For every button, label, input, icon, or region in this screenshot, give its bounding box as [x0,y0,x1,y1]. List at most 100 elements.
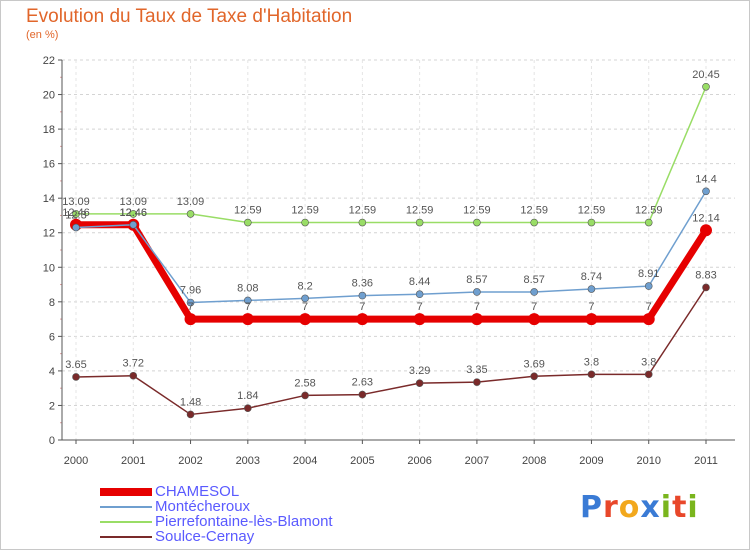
data-label: 12.14 [692,212,720,224]
data-point [129,210,138,218]
data-point [356,313,369,326]
data-point [415,379,424,387]
data-label: 3.65 [65,359,86,371]
data-label: 8.91 [638,268,659,280]
y-tick-label: 18 [43,124,55,136]
series-line [76,86,707,224]
data-label: 7 [302,301,308,313]
data-label: 7 [646,301,652,313]
data-label: 12.59 [234,205,262,217]
data-point [702,283,710,292]
data-point [642,313,655,326]
data-label: 13.09 [177,196,205,208]
chart-title: Evolution du Taux de Taxe d'Habitation [26,6,353,27]
x-tick-label: 2006 [407,455,431,467]
brand-letter: P [580,490,603,525]
brand-logo: Proxiti [580,490,699,525]
data-point [587,218,596,227]
data-label: 8.08 [237,282,258,294]
data-label: 7 [588,301,594,313]
series-line [75,287,707,416]
data-label: 12.59 [406,205,434,217]
chart-subtitle: (en %) [26,29,59,41]
data-label: 8.2 [297,280,312,292]
legend-swatch-montecheroux [100,506,152,508]
data-label: 3.35 [466,364,487,376]
x-tick-label: 2003 [236,455,260,467]
data-point [473,378,481,386]
brand-letter: o [618,490,641,525]
data-label: 20.45 [692,69,720,81]
x-tick-label: 2000 [64,455,88,467]
legend-swatch-soulce-cernay [100,536,152,538]
data-point [184,313,197,326]
data-label: 12.3 [65,210,86,222]
data-label: 8.57 [523,274,544,286]
data-label: 2.58 [294,377,315,389]
data-point [186,410,195,419]
data-label: 2.63 [352,377,373,389]
data-point [129,371,138,380]
data-point [415,218,424,227]
x-tick-label: 2005 [350,455,374,467]
x-tick-label: 2008 [522,455,546,467]
data-point [186,210,195,218]
data-point [587,370,596,379]
data-point [129,220,138,229]
data-point [186,298,195,307]
legend-label-soulce-cernay: Soulce-Cernay [155,528,255,545]
legend-swatch-pierrefontaine [100,521,152,523]
brand-letter: i [687,490,699,525]
data-point [530,288,538,296]
data-point [473,218,481,227]
x-tick-label: 2010 [636,455,660,467]
data-label: 3.72 [123,358,144,370]
data-label: 7 [531,301,537,313]
legend-swatch-chamesol [100,488,152,496]
data-label: 7.96 [180,285,201,297]
data-point [470,313,483,326]
y-tick-label: 8 [49,297,55,309]
legend-label-montecheroux: Montécheroux [155,498,251,515]
x-tick-label: 2004 [293,455,317,467]
data-point [700,224,712,237]
data-label: 13.09 [120,196,148,208]
data-point [644,282,653,290]
data-point [702,187,710,196]
data-point [241,313,254,326]
data-label: 12.59 [520,205,548,217]
y-tick-label: 16 [43,159,55,171]
x-tick-label: 2001 [121,455,145,467]
series-line [76,221,709,323]
data-label: 8.57 [466,274,487,286]
data-point [528,313,541,326]
data-label: 12.59 [463,205,491,217]
data-point [301,294,309,303]
x-tick-label: 2002 [178,455,202,467]
data-point [644,218,653,227]
data-point [358,291,367,300]
brand-letter: t [672,490,688,525]
x-tick-label: 2011 [694,455,718,467]
data-point [644,370,653,379]
data-point [244,404,252,413]
data-point [358,390,367,399]
data-label: 7 [417,301,423,313]
legend-label-chamesol: CHAMESOL [155,483,240,500]
data-point [72,223,80,232]
y-tick-label: 2 [49,400,55,412]
data-label: 12.46 [120,207,148,219]
y-tick-label: 20 [43,90,55,102]
data-label: 8.83 [695,269,716,281]
data-point [415,290,424,299]
y-tick-label: 0 [49,435,55,447]
y-tick-label: 4 [49,366,55,378]
data-label: 3.8 [584,356,599,368]
data-label: 1.48 [180,396,201,408]
data-point [587,285,596,293]
data-label: 1.84 [237,390,258,402]
brand-letter: x [640,490,661,525]
data-label: 3.69 [523,358,544,370]
